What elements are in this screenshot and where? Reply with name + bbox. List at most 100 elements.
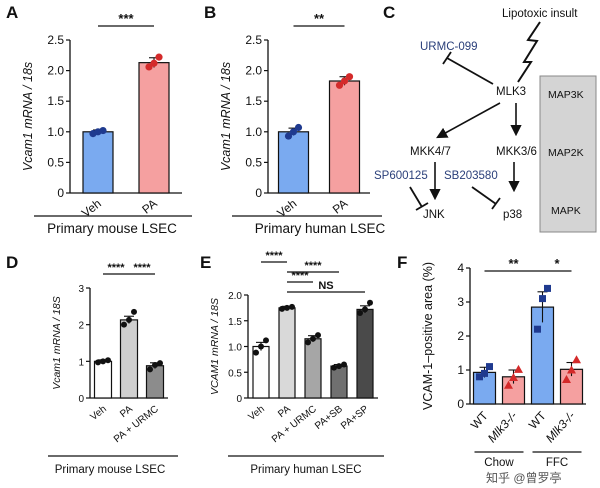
y-tick-label-a: 2.0 [47,64,64,78]
caption-e: Primary human LSEC [250,464,361,476]
bar-b-0 [277,131,310,194]
data-point-e-0 [258,343,264,350]
p38-node: p38 [503,209,522,221]
data-point-b-0 [294,123,303,132]
y-tick-label-b: 2.5 [245,33,262,47]
y-tick-label-d: 3 [78,284,84,295]
sp600125-label: SP600125 [374,170,428,182]
group-label-f-1: FFC [546,457,568,469]
y-axis-label-f: VCAM-1–positive area (%) [421,262,435,410]
data-point-d-0 [100,358,106,365]
y-tick-label-b: 0 [255,186,262,200]
y-tick-label-b: 1.5 [245,94,262,108]
bar-e-2 [304,338,322,399]
lipotoxic-insult-label: Lipotoxic insult [502,8,578,20]
y-axis-label-b: Vcam1 mRNA / 18s [219,62,233,171]
data-point-a-0 [99,126,107,135]
x-tick-label-e-1: PA [276,403,293,420]
x-tick-label-f-3: Mlk3-/- [543,409,578,446]
data-point-b-0 [289,128,298,136]
urmc-inhibition-bar [442,51,452,65]
bar-e-4 [356,308,374,399]
data-point-d-2 [157,360,163,367]
data-point-e-4 [362,306,368,313]
panel-letter-f: F [397,253,407,272]
data-point-e-1 [289,303,295,310]
arrow-mlk3-to-mkk47 [436,102,501,139]
y-tick-label-e: 1.5 [228,317,242,328]
data-point-d-2 [152,362,158,368]
data-point-f-2 [539,295,546,303]
y-tick-label-d: 0 [78,394,84,405]
lightning-bolt-icon [517,21,541,83]
y-tick-label-f: 2 [457,329,464,343]
data-point-a-1 [155,53,163,61]
data-point-d-1 [131,308,137,315]
x-tick-label-f-0: WT [468,408,491,432]
mlk3-node: MLK3 [496,86,526,98]
pathway-diagram: Lipotoxic insult URMC-099 MLK3 MKK4/7 MK… [374,8,597,233]
sb203580-label: SB203580 [444,170,498,182]
data-point-e-3 [331,364,337,371]
sb-inhibition-bar [491,197,501,210]
data-point-e-2 [315,332,321,339]
data-point-f-1 [504,380,513,389]
bar-a-1 [138,62,170,194]
sig-label-e-3: NS [318,280,333,292]
sb-inhibition-line [471,186,497,205]
data-point-b-1 [335,81,344,89]
data-point-f-0 [486,363,493,371]
kinase-level-box [539,75,597,233]
x-tick-label-a-1: PA [139,196,160,216]
x-tick-label-b-1: PA [330,196,351,216]
sp-inhibition-bar [415,202,429,211]
panel-letter-a: A [6,3,18,22]
panel-letter-b: B [204,3,216,22]
data-point-d-1 [121,321,127,328]
sig-label-b-0: ** [314,11,325,26]
panel-letter-e: E [200,253,211,272]
data-point-d-0 [95,359,101,366]
jnk-node: JNK [423,209,445,221]
data-point-d-1 [126,316,132,323]
caption-a: Primary mouse LSEC [47,221,177,236]
y-axis-label-e: VCAM1 mRNA / 18S [209,298,221,395]
data-point-f-2 [544,284,551,292]
level-map2k: MAP2K [548,147,584,159]
sig-label-e-0: **** [265,250,283,262]
y-tick-label-f: 3 [457,295,464,309]
bar-d-1 [119,319,139,399]
level-map3k: MAP3K [548,89,584,101]
sig-label-e-1: **** [304,260,322,272]
data-point-f-2 [534,325,541,333]
data-point-b-0 [284,132,293,140]
y-axis-label-a: Vcam1 mRNA / 18s [21,62,35,171]
bar-e-1 [278,307,296,399]
data-point-e-3 [336,363,342,370]
bar-a-0 [82,131,114,194]
y-tick-label-a: 0 [57,186,64,200]
data-point-f-3 [572,355,581,364]
y-tick-label-b: 0.5 [245,155,262,169]
urmc-inhibition-line [446,57,494,85]
data-point-f-0 [481,369,488,377]
y-tick-label-e: 1.0 [228,343,242,354]
data-point-b-1 [340,77,349,85]
y-tick-label-b: 1.0 [245,125,262,139]
data-point-f-3 [562,375,571,384]
panel-letter-d: D [6,253,18,272]
data-point-f-3 [567,365,576,374]
sig-label-f-1: * [554,256,560,271]
sig-label-f-0: ** [508,256,519,271]
data-point-d-0 [105,357,111,364]
mkk47-node: MKK4/7 [410,146,451,158]
x-tick-label-f-1: Mlk3-/- [485,409,520,446]
x-tick-label-d-0: Veh [88,404,108,423]
sig-label-a-0: *** [118,11,134,26]
y-tick-label-f: 0 [457,397,464,411]
panel-letter-c: C [383,3,395,22]
data-point-e-1 [284,304,290,311]
